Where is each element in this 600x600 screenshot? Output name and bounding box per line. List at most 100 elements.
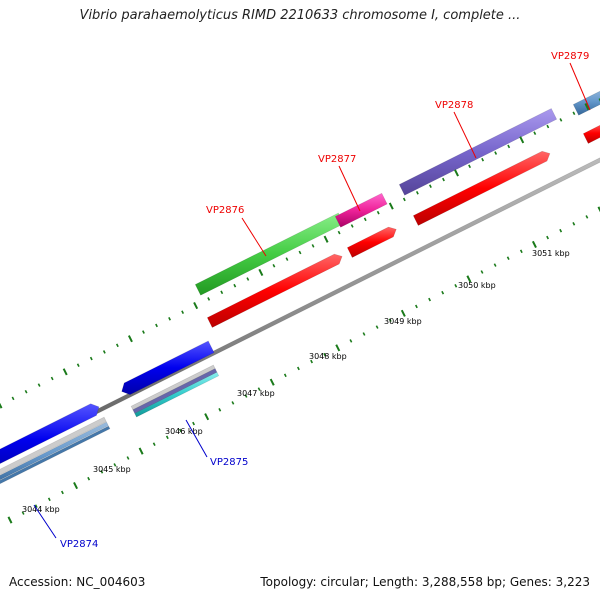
tick-mark-outer	[102, 350, 106, 354]
feature-VP2877[interactable]	[334, 192, 388, 228]
tick-mark-inner	[466, 275, 472, 283]
scale-tick-label: 3044 kbp	[22, 505, 60, 514]
feature-VP2878[interactable]	[398, 108, 558, 196]
tick-mark-outer	[181, 310, 185, 314]
cds-VP2875[interactable]	[121, 340, 215, 395]
tick-mark-outer	[62, 368, 68, 376]
tick-mark-inner	[572, 221, 576, 226]
tick-mark-inner	[283, 373, 287, 378]
cds-VP2879[interactable]	[582, 123, 600, 144]
tick-mark-outer	[429, 184, 432, 188]
tick-mark-inner	[597, 206, 600, 213]
scale-tick-label: 3049 kbp	[384, 317, 422, 326]
track-steel-2[interactable]	[0, 425, 111, 491]
tick-mark-inner	[34, 504, 38, 509]
tick-mark-outer	[388, 202, 394, 210]
leader-line-VP2874	[33, 504, 57, 539]
accession-text: Accession: NC_004603	[9, 575, 146, 589]
tick-mark-outer	[519, 136, 525, 144]
track-gray-1[interactable]	[0, 416, 107, 484]
tick-mark-inner	[362, 332, 366, 336]
tick-mark-outer	[376, 210, 380, 215]
tick-mark-inner	[506, 256, 510, 261]
tick-mark-inner	[323, 352, 327, 357]
cds-VP2874[interactable]	[0, 403, 100, 476]
tick-mark-inner	[400, 309, 406, 317]
scale-tick-label: 3050 kbp	[458, 281, 496, 290]
tick-mark-inner	[388, 318, 392, 323]
track-cyan-2[interactable]	[134, 371, 220, 418]
scale-tick-label: 3046 kbp	[165, 427, 203, 436]
tick-mark-outer	[207, 297, 211, 301]
gene-label-VP2875[interactable]: VP2875	[210, 457, 248, 468]
tick-mark-inner	[297, 366, 300, 371]
tick-layer	[0, 98, 600, 524]
map-title: Vibrio parahaemolyticus RIMD 2210633 chr…	[79, 8, 521, 23]
gene-label-VP2878[interactable]: VP2878	[435, 100, 473, 111]
tick-mark-outer	[168, 317, 171, 321]
tick-mark-inner	[335, 344, 341, 352]
tick-mark-outer	[507, 144, 511, 149]
gene-label-VP2879[interactable]: VP2879	[551, 51, 589, 62]
tick-mark-inner	[73, 481, 79, 490]
tick-mark-outer	[350, 224, 354, 228]
gene-label-VP2874[interactable]: VP2874	[60, 539, 98, 550]
tick-mark-inner	[585, 215, 589, 219]
label-layer: 3044 kbp 3045 kbp 3046 kbp 3047 kbp 3048 kbp…	[22, 51, 591, 550]
gene-label-VP2876[interactable]: VP2876	[206, 205, 244, 216]
cds-VP2878[interactable]	[412, 150, 551, 226]
tick-mark-outer	[142, 330, 145, 334]
scale-tick-label: 3045 kbp	[93, 465, 131, 474]
tick-mark-outer	[11, 396, 15, 401]
tick-mark-inner	[428, 297, 431, 302]
tick-mark-inner	[480, 270, 484, 274]
tick-mark-inner	[257, 387, 261, 391]
leader-line-VP2877	[338, 165, 361, 212]
tick-mark-outer	[24, 389, 28, 394]
tick-mark-outer	[402, 197, 406, 202]
tick-mark-inner	[21, 511, 25, 515]
tick-mark-outer	[572, 111, 576, 116]
tick-mark-inner	[454, 283, 458, 288]
tick-mark-inner	[559, 228, 563, 233]
tick-mark-inner	[310, 359, 313, 364]
scale-tick-label: 3051 kbp	[532, 249, 570, 258]
tick-mark-outer	[468, 164, 471, 169]
tick-mark-outer	[233, 283, 237, 288]
track-steel-1[interactable]	[0, 421, 109, 488]
tick-mark-inner	[415, 304, 418, 309]
tick-mark-outer	[155, 323, 158, 328]
backbone-ring[interactable]	[0, 155, 600, 472]
tick-mark-inner	[152, 442, 156, 447]
cds-VP2876[interactable]	[206, 253, 343, 328]
scale-tick-label: 3048 kbp	[309, 352, 347, 361]
gene-label-VP2877[interactable]: VP2877	[318, 154, 356, 165]
tick-mark-inner	[493, 263, 497, 267]
tick-mark-inner	[100, 469, 104, 474]
tick-mark-outer	[0, 402, 3, 409]
tick-mark-outer	[298, 250, 302, 255]
tick-mark-inner	[165, 435, 169, 440]
tick-mark-inner	[375, 325, 379, 329]
tick-mark-inner	[192, 421, 195, 426]
tick-mark-inner	[349, 339, 353, 343]
cds-VP2877[interactable]	[346, 226, 397, 258]
tick-mark-outer	[454, 169, 459, 177]
tick-mark-outer	[127, 335, 133, 343]
tick-mark-outer	[584, 103, 590, 111]
tick-mark-outer	[272, 263, 276, 268]
leader-line-VP2878	[453, 111, 477, 159]
tick-mark-inner	[126, 456, 130, 460]
genome-summary-text: Topology: circular; Length: 3,288,558 bp…	[260, 575, 590, 589]
tick-mark-inner	[269, 378, 275, 386]
tick-mark-outer	[337, 230, 341, 235]
scale-tick-label: 3047 kbp	[237, 389, 275, 398]
tick-mark-inner	[531, 240, 537, 249]
tick-mark-outer	[193, 301, 199, 310]
tick-mark-outer	[246, 277, 250, 281]
tick-mark-inner	[179, 428, 182, 433]
tick-mark-inner	[87, 476, 91, 481]
tick-mark-outer	[115, 343, 119, 348]
feature-VP2876[interactable]	[194, 212, 345, 296]
